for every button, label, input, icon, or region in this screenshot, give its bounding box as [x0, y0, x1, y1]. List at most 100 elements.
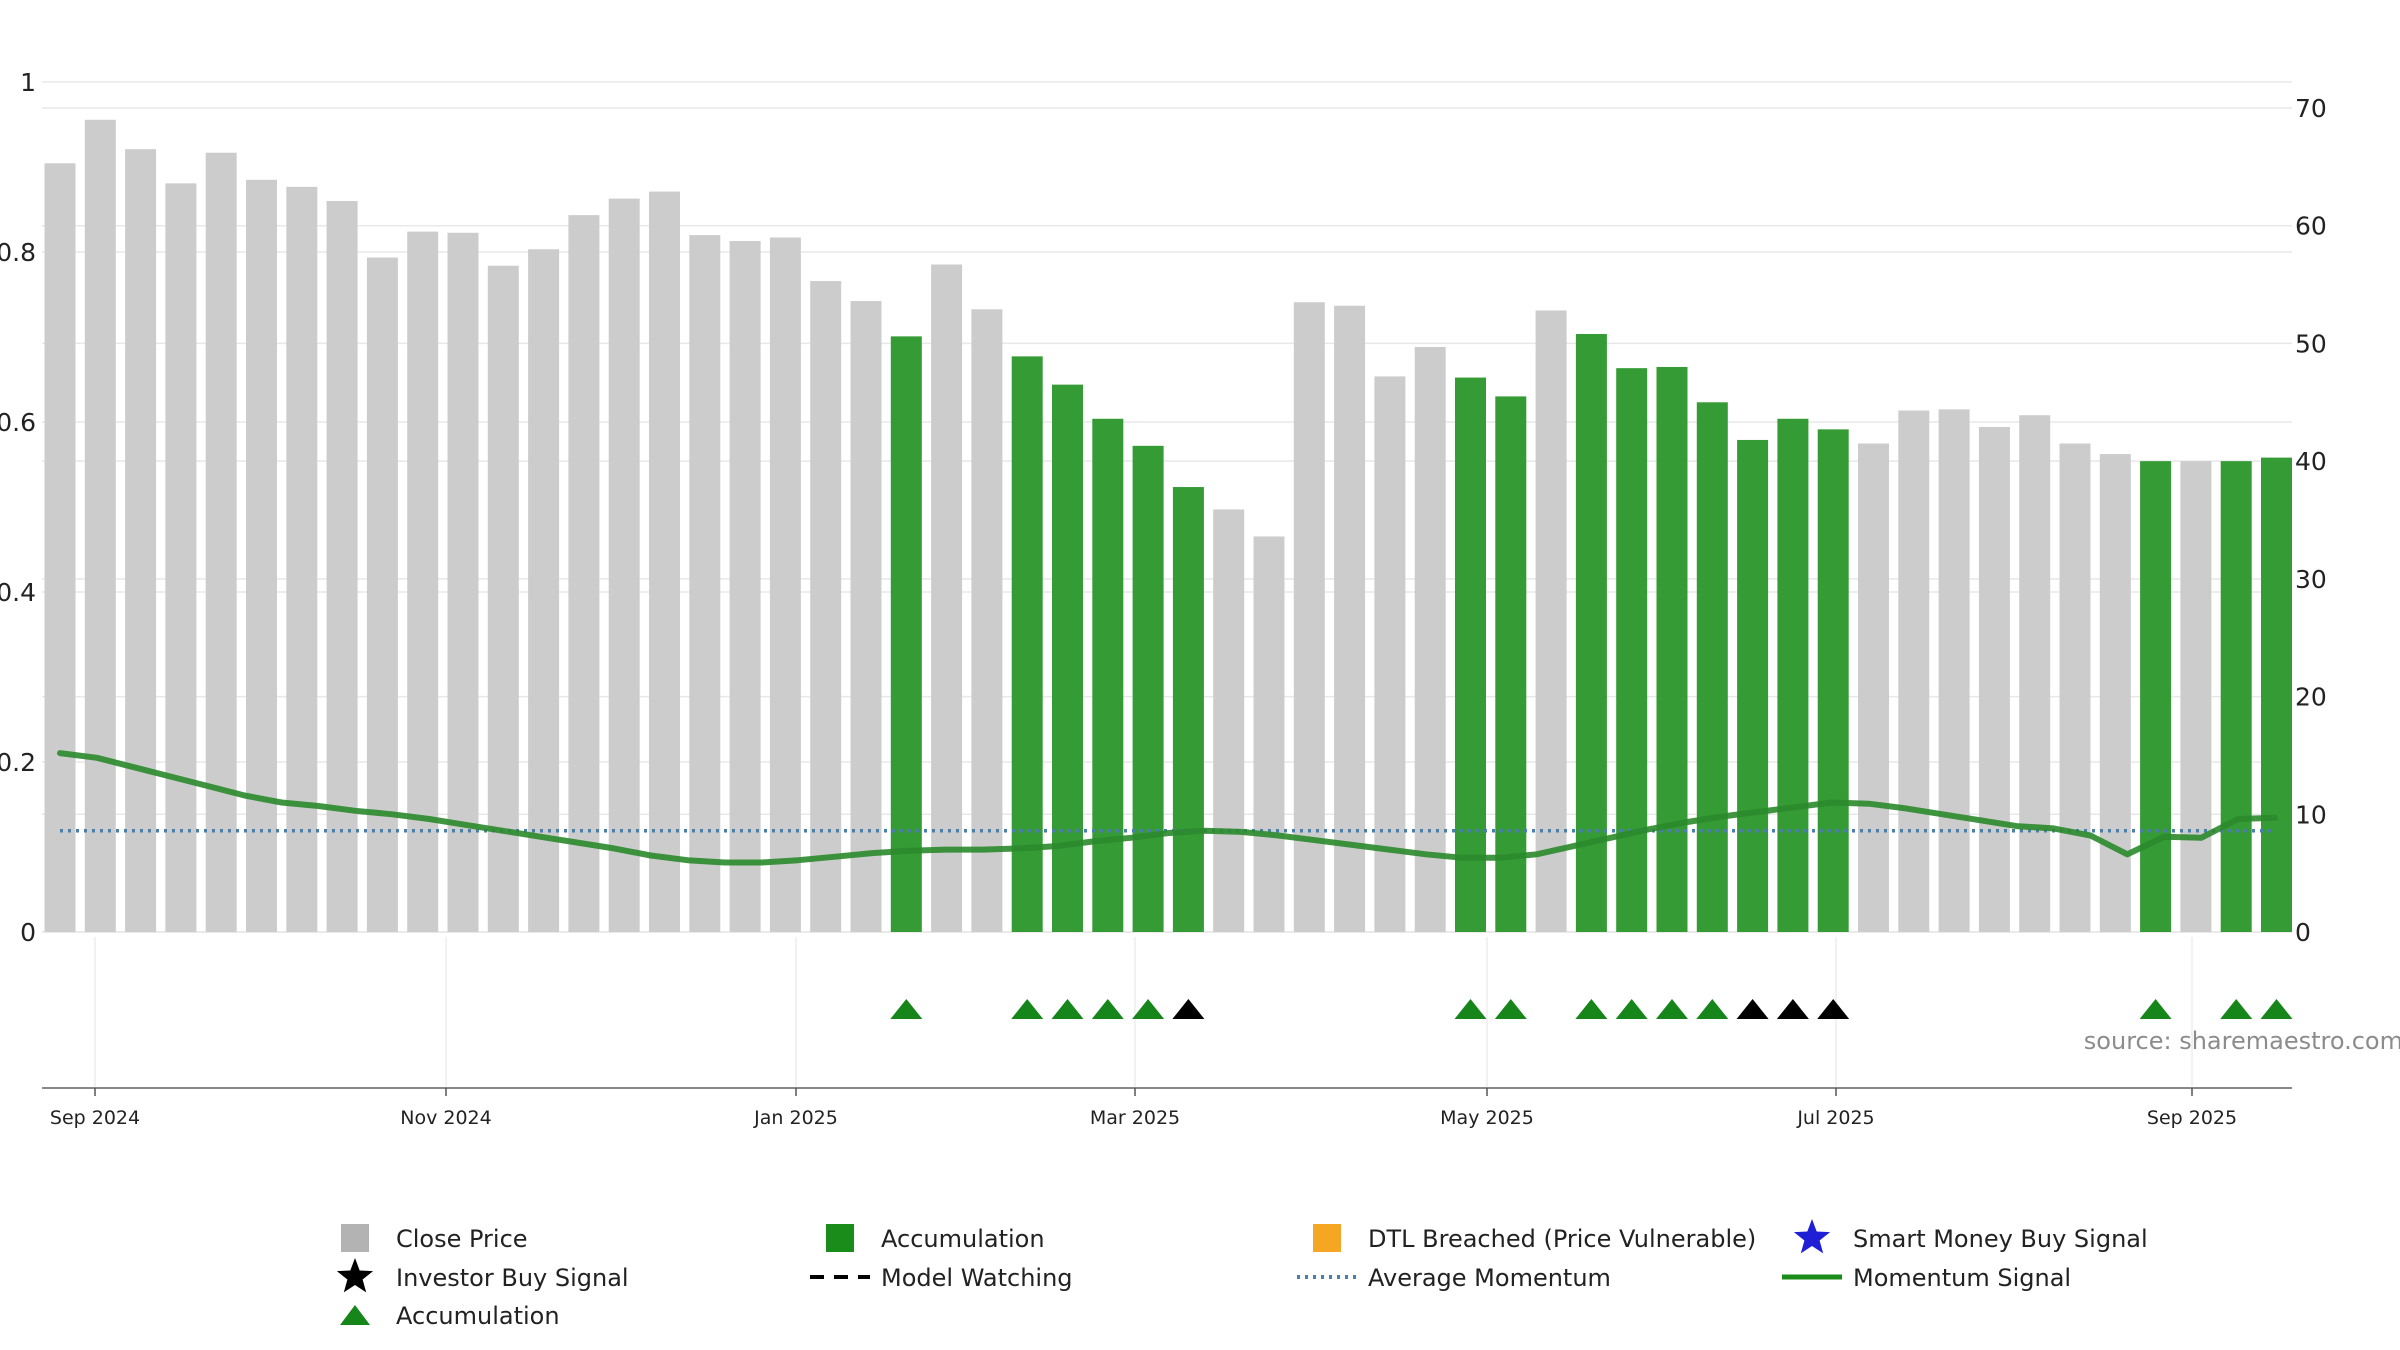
close-price-bar — [528, 249, 560, 932]
close-price-bar — [729, 241, 761, 932]
accumulation-bar — [2220, 461, 2252, 932]
accumulation-marker — [1051, 999, 1084, 1019]
close-price-bar — [1374, 376, 1406, 933]
accumulation-marker — [1132, 999, 1165, 1019]
close-price-bar — [568, 215, 600, 932]
right-y-tick-label: 40 — [2295, 447, 2327, 476]
legend-label: Model Watching — [881, 1264, 1073, 1292]
accumulation-marker — [2139, 999, 2172, 1019]
legend-swatch — [826, 1224, 854, 1252]
source-credit: source: sharemaestro.com — [2084, 1027, 2400, 1055]
close-price-bar — [769, 237, 801, 932]
right-y-tick-label: 60 — [2295, 212, 2327, 241]
accumulation-marker — [1091, 999, 1124, 1019]
legend-item: Average Momentum — [1297, 1264, 1611, 1292]
accumulation-bar — [1172, 487, 1204, 932]
legend-item: Accumulation — [826, 1224, 1045, 1253]
close-price-bar — [971, 309, 1003, 932]
accumulation-marker — [1494, 999, 1527, 1019]
close-price-bar — [1253, 536, 1285, 932]
close-price-bar — [84, 119, 116, 933]
legend-item: Investor Buy Signal — [336, 1258, 629, 1293]
right-y-tick-label: 50 — [2295, 329, 2327, 358]
legend-star-icon — [1793, 1219, 1831, 1254]
right-y-tick-label: 0 — [2295, 918, 2311, 947]
legend: Close Price Accumulation DTL Breached (Pri… — [336, 1219, 2148, 1330]
momentum-signal-line — [57, 750, 2278, 866]
legend-label: Momentum Signal — [1853, 1264, 2071, 1292]
accumulation-bar — [2140, 461, 2172, 932]
close-price-bar — [487, 265, 519, 932]
left-y-tick-label: 0.6 — [0, 408, 36, 437]
left-y-tick-label: 0.2 — [0, 748, 36, 777]
accumulation-bar — [1495, 396, 1527, 932]
left-y-tick-label: 0.8 — [0, 238, 36, 267]
close-price-bar — [205, 152, 237, 932]
x-tick-label: May 2025 — [1440, 1107, 1534, 1129]
accumulation-marker — [1656, 999, 1688, 1019]
close-price-bar — [850, 301, 882, 933]
accumulation-marker — [1615, 999, 1648, 1019]
close-price-bar — [1293, 302, 1325, 932]
model-watching-marker — [1776, 999, 1809, 1019]
legend-label: Smart Money Buy Signal — [1853, 1225, 2148, 1253]
close-price-bar — [810, 281, 842, 932]
x-tick-label: Jul 2025 — [1796, 1107, 1874, 1129]
legend-star-icon — [336, 1258, 374, 1293]
close-price-bar — [1938, 409, 1970, 932]
accumulation-bar — [890, 336, 922, 932]
model-watching-marker — [1817, 999, 1850, 1019]
accumulation-bar — [1777, 418, 1809, 932]
model-watching-marker — [1172, 999, 1205, 1019]
left-y-tick-label: 1 — [20, 68, 36, 97]
accumulation-bar — [1011, 356, 1043, 932]
left-y-tick-label: 0.4 — [0, 578, 36, 607]
close-price-bar — [286, 186, 318, 932]
close-price-bar — [1213, 509, 1245, 932]
x-tick-label: Nov 2024 — [400, 1107, 491, 1129]
x-tick-label: Jan 2025 — [753, 1107, 838, 1129]
accumulation-marker — [2260, 999, 2293, 1019]
right-y-tick-label: 70 — [2295, 94, 2327, 123]
close-price-bar — [1978, 427, 2010, 932]
accumulation-bar — [2261, 457, 2292, 932]
close-price-bar — [407, 231, 439, 933]
accumulation-bar — [1616, 368, 1648, 932]
accumulation-bar — [1132, 445, 1164, 932]
close-price-bar — [125, 149, 157, 932]
accumulation-marker — [890, 999, 923, 1019]
lines-layer — [57, 750, 2278, 866]
accumulation-bar — [1052, 384, 1083, 933]
close-price-bar — [2059, 443, 2091, 932]
accumulation-marker — [2220, 999, 2253, 1019]
close-price-bar — [1414, 346, 1446, 933]
close-price-bar — [1334, 305, 1366, 932]
x-tick-label: Sep 2024 — [50, 1107, 140, 1129]
accumulation-marker — [1575, 999, 1608, 1019]
right-y-tick-label: 30 — [2295, 565, 2327, 594]
accumulation-marker — [1696, 999, 1729, 1019]
legend-label: Accumulation — [396, 1302, 560, 1330]
legend-item: Model Watching — [810, 1264, 1073, 1292]
x-tick-label: Mar 2025 — [1090, 1107, 1180, 1129]
close-price-bar — [44, 163, 76, 933]
legend-swatch — [1313, 1224, 1341, 1252]
accumulation-bar — [1696, 402, 1728, 932]
close-price-bar — [447, 232, 479, 932]
legend-swatch — [341, 1224, 369, 1252]
close-price-bar — [165, 183, 197, 932]
close-price-bar — [1858, 443, 1889, 932]
close-price-bar — [326, 200, 358, 933]
legend-label: Investor Buy Signal — [396, 1264, 629, 1292]
legend-item: DTL Breached (Price Vulnerable) — [1313, 1224, 1756, 1253]
accumulation-marker — [1011, 999, 1044, 1019]
accumulation-marker — [1454, 999, 1487, 1019]
legend-item: Close Price — [341, 1224, 528, 1253]
accumulation-bar — [1092, 418, 1124, 932]
accumulation-bar — [1656, 366, 1688, 932]
legend-label: Close Price — [396, 1225, 528, 1253]
right-y-tick-label: 20 — [2295, 683, 2327, 712]
legend-item: Momentum Signal — [1782, 1264, 2071, 1292]
signal-markers — [890, 999, 2293, 1019]
